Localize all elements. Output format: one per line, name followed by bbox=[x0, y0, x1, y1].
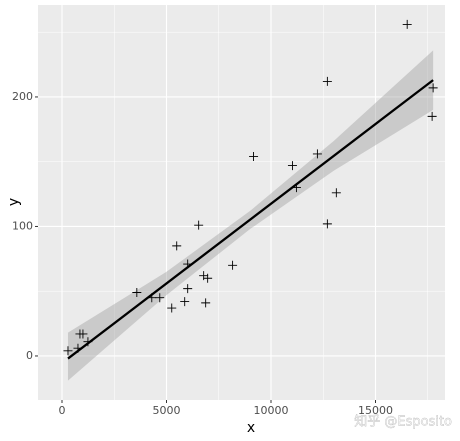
x-tick-label: 10000 bbox=[254, 404, 289, 417]
point bbox=[312, 149, 322, 159]
fit-line bbox=[67, 79, 434, 360]
y-tick-label: 200 bbox=[12, 90, 33, 103]
x-tick-label: 0 bbox=[58, 404, 65, 417]
point bbox=[155, 293, 165, 303]
point bbox=[172, 241, 182, 251]
x-axis-title: x bbox=[247, 420, 255, 436]
point bbox=[132, 288, 142, 298]
point bbox=[249, 152, 259, 162]
panel bbox=[38, 5, 445, 400]
point bbox=[428, 83, 438, 93]
point bbox=[63, 346, 73, 356]
point bbox=[183, 284, 193, 294]
y-tick-label: 0 bbox=[26, 349, 33, 362]
x-tick-label: 15000 bbox=[358, 404, 393, 417]
point bbox=[331, 188, 341, 198]
point bbox=[402, 19, 412, 29]
point bbox=[201, 298, 211, 308]
point bbox=[78, 329, 88, 339]
point bbox=[203, 273, 213, 283]
y-axis-title: y bbox=[6, 198, 22, 206]
point bbox=[228, 260, 238, 270]
point bbox=[322, 76, 332, 86]
point bbox=[194, 220, 204, 230]
point bbox=[167, 303, 177, 313]
y-tick-label: 100 bbox=[12, 219, 33, 232]
point bbox=[427, 111, 437, 121]
watermark: 知乎 @Esposito bbox=[354, 414, 452, 430]
point bbox=[287, 161, 297, 171]
x-tick-label: 5000 bbox=[152, 404, 180, 417]
point bbox=[180, 297, 190, 307]
point bbox=[322, 219, 332, 229]
